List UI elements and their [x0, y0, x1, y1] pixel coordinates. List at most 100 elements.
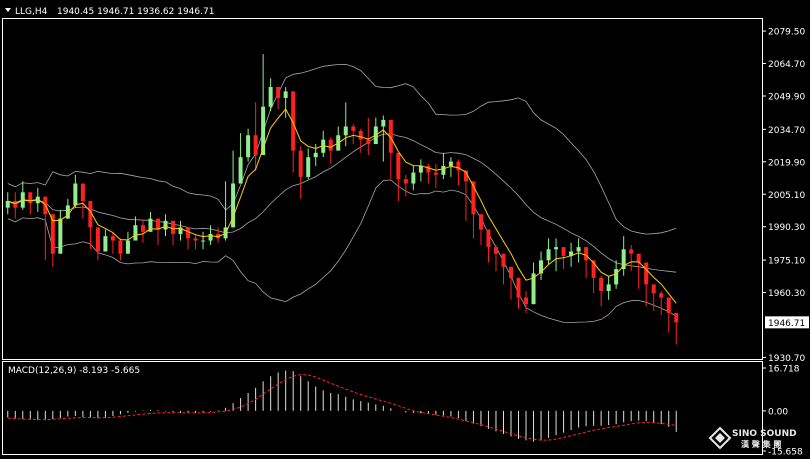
candle-body: [591, 260, 596, 278]
candle-body: [321, 139, 326, 153]
candle-body: [306, 157, 311, 177]
candle-body: [606, 284, 611, 291]
candle-body: [501, 253, 506, 267]
candle-body: [186, 227, 191, 239]
candle-body: [433, 172, 438, 175]
candle-body: [171, 220, 175, 234]
candles: [5, 54, 679, 345]
price-tick-label: 1930.70: [768, 354, 805, 364]
candle-body: [584, 247, 589, 261]
candle-body: [441, 165, 446, 175]
bollinger-bands: [7, 63, 677, 324]
candle-body: [456, 161, 461, 171]
price-tick-label: 1975.10: [768, 257, 805, 267]
macd-histogram: [7, 370, 677, 442]
candle-body: [636, 253, 641, 263]
candle-body: [381, 119, 386, 127]
candle-body: [28, 192, 33, 204]
candle-body: [268, 87, 273, 107]
price-tick-label: 2019.90: [768, 158, 805, 168]
candle-body: [471, 181, 476, 215]
macd-tick-label: 16.718: [768, 365, 800, 375]
candle-body: [65, 205, 70, 219]
ema-line: [7, 108, 677, 304]
current-price-box: [765, 316, 809, 329]
candle-body: [231, 183, 236, 228]
candle-body: [253, 135, 258, 155]
candle-body: [88, 201, 93, 228]
candle-body: [140, 225, 145, 232]
candle-body: [208, 233, 213, 241]
price-tick-label: 2064.70: [768, 60, 805, 70]
candle-body: [629, 249, 634, 254]
candle-body: [478, 214, 483, 230]
sino-sound-logo: SINO SOUND 漢 聲 集 團: [708, 426, 797, 450]
candle-body: [614, 269, 619, 285]
diamond-logo-icon: [708, 426, 732, 450]
candle-body: [561, 247, 566, 256]
candle-body: [110, 236, 115, 241]
candle-body: [80, 183, 85, 202]
bollinger-middle: [7, 133, 677, 273]
price-axis: 2079.50 2064.70 2049.90 2034.70 2019.90 2005.…: [762, 28, 809, 364]
candle-body: [238, 157, 243, 184]
candle-body: [5, 201, 10, 208]
candle-body: [418, 165, 423, 173]
candle-body: [366, 139, 371, 145]
candle-body: [201, 240, 206, 242]
candle-body: [644, 262, 649, 285]
candle-body: [448, 161, 453, 166]
candle-body: [509, 266, 513, 278]
bollinger-upper: [7, 63, 677, 235]
candle-body: [531, 273, 536, 305]
candle-body: [58, 218, 63, 254]
dropdown-triangle-icon[interactable]: [5, 8, 11, 12]
candle-body: [193, 238, 198, 241]
candle-body: [599, 277, 604, 291]
candle-body: [276, 87, 281, 98]
candle-body: [328, 139, 333, 151]
candle-body: [298, 150, 303, 177]
candle-body: [103, 236, 108, 252]
price-tick-label: 2079.50: [768, 28, 805, 38]
candle-body: [396, 152, 401, 180]
current-price-label: 1946.71: [768, 319, 805, 329]
candle-body: [73, 183, 78, 206]
price-tick-label: 1990.30: [768, 223, 805, 233]
candle-body: [50, 214, 55, 254]
macd-tick-label: -15.658: [768, 448, 803, 458]
chart-symbol: LLG,H4: [15, 7, 48, 17]
macd-signal-line: [7, 373, 677, 441]
candle-body: [358, 130, 363, 140]
candle-body: [651, 284, 656, 294]
candle-body: [411, 172, 416, 184]
candle-body: [283, 91, 288, 98]
candle-body: [343, 126, 348, 136]
candle-body: [246, 135, 251, 158]
macd-label: MACD(12,26,9) -8.193 -5.665: [8, 366, 140, 376]
chart-ohlc: 1940.45 1946.71 1936.62 1946.71: [57, 7, 214, 17]
candle-body: [95, 227, 100, 252]
candle-body: [426, 165, 431, 173]
price-tick-label: 2034.70: [768, 126, 805, 136]
candle-body: [148, 218, 153, 232]
watermark-brand: SINO SOUND: [732, 429, 797, 439]
bollinger-lower: [7, 179, 677, 324]
candle-body: [463, 170, 468, 182]
macd-axis: 16.718 0.00 -15.658: [762, 365, 803, 458]
candle-body: [351, 126, 356, 131]
candle-body: [621, 249, 626, 270]
candle-body: [539, 260, 544, 274]
candle-body: [163, 220, 168, 230]
price-tick-label: 2049.90: [768, 92, 805, 102]
candle-body: [516, 277, 521, 298]
candle-body: [155, 218, 160, 230]
candle-body: [291, 91, 296, 151]
macd-tick-label: 0.00: [768, 407, 788, 417]
candle-body: [576, 247, 581, 252]
watermark-cn: 漢 聲 集 團: [741, 439, 781, 449]
candle-body: [659, 293, 664, 298]
candle-body: [133, 225, 138, 241]
candle-body: [13, 201, 18, 208]
